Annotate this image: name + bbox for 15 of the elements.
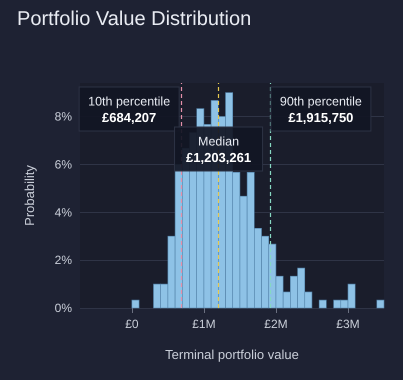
- y-tick-label: 2%: [54, 253, 72, 268]
- x-tick-label: £2M: [264, 317, 288, 331]
- x-axis-title: Terminal portfolio value: [165, 347, 299, 362]
- y-axis-title: Probability: [22, 164, 37, 226]
- ref-line-label: 90th percentile £1,915,750: [280, 94, 362, 125]
- ref-line-label: 10th percentile £684,207: [88, 94, 170, 125]
- x-tick-label: £1M: [192, 317, 216, 331]
- chart-title: Portfolio Value Distribution: [17, 8, 252, 30]
- ref-line-label: Median £1,203,261: [186, 134, 252, 165]
- y-tick-label: 4%: [54, 205, 72, 220]
- x-tick-label: £3M: [336, 317, 360, 331]
- y-tick-label: 6%: [54, 157, 72, 172]
- y-tick-label: 0%: [54, 301, 72, 315]
- y-tick-label: 8%: [54, 110, 72, 124]
- x-tick-label: £0: [125, 317, 139, 331]
